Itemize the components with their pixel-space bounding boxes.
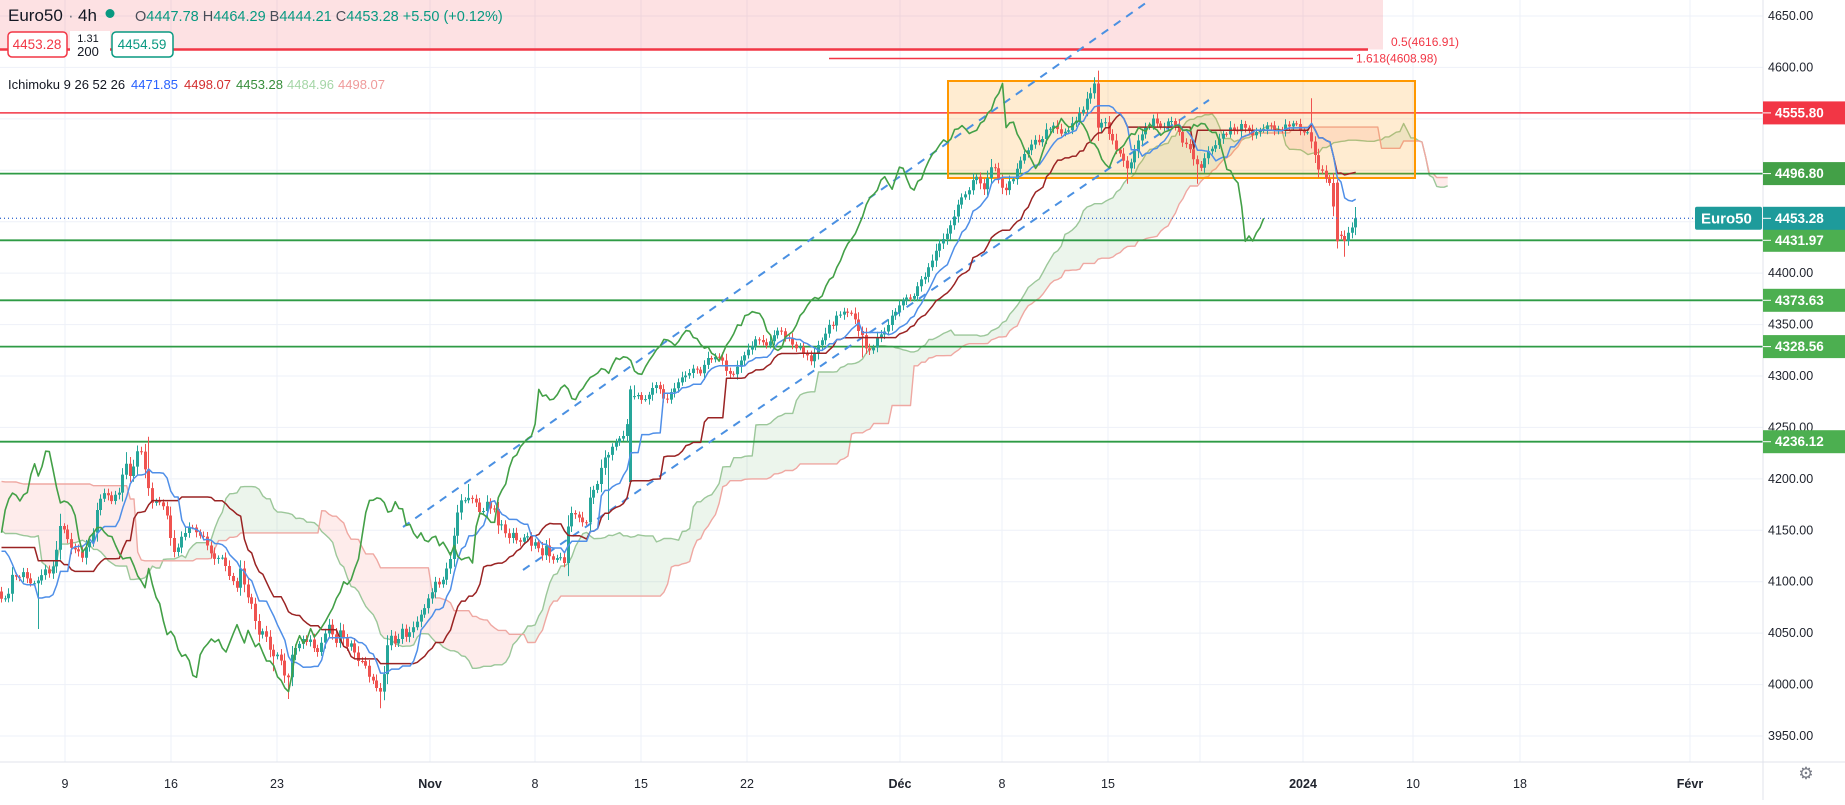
svg-text:4236.12: 4236.12 <box>1775 434 1824 449</box>
svg-text:4453.28: 4453.28 <box>13 37 62 52</box>
svg-text:4h: 4h <box>78 6 97 25</box>
svg-text:4498.07: 4498.07 <box>338 77 385 92</box>
svg-text:0.5(4616.91): 0.5(4616.91) <box>1391 35 1459 49</box>
svg-text:22: 22 <box>740 777 754 791</box>
svg-text:2024: 2024 <box>1289 777 1317 791</box>
svg-text:200: 200 <box>77 44 99 59</box>
svg-text:23: 23 <box>270 777 284 791</box>
svg-text:4300.00: 4300.00 <box>1768 369 1813 383</box>
svg-text:4650.00: 4650.00 <box>1768 9 1813 23</box>
svg-text:10: 10 <box>1406 777 1420 791</box>
svg-text:8: 8 <box>532 777 539 791</box>
svg-text:4328.56: 4328.56 <box>1775 339 1824 354</box>
svg-text:1.618(4608.98): 1.618(4608.98) <box>1356 52 1437 66</box>
svg-text:4471.85: 4471.85 <box>131 77 178 92</box>
svg-text:Ichimoku 9 26 52 26: Ichimoku 9 26 52 26 <box>8 77 125 92</box>
svg-text:Déc: Déc <box>889 777 912 791</box>
svg-text:4454.59: 4454.59 <box>118 37 167 52</box>
svg-text:16: 16 <box>164 777 178 791</box>
svg-text:O4447.78 H4464.29 B4444.21 C44: O4447.78 H4464.29 B4444.21 C4453.28 +5.5… <box>135 9 503 25</box>
svg-text:4050.00: 4050.00 <box>1768 626 1813 640</box>
svg-text:4453.28: 4453.28 <box>236 77 283 92</box>
svg-text:·: · <box>68 6 74 25</box>
svg-text:4555.80: 4555.80 <box>1775 105 1824 120</box>
svg-text:Févr: Févr <box>1677 777 1704 791</box>
svg-text:15: 15 <box>634 777 648 791</box>
svg-text:Euro50: Euro50 <box>1701 210 1752 227</box>
svg-text:4600.00: 4600.00 <box>1768 60 1813 74</box>
svg-text:18: 18 <box>1513 777 1527 791</box>
svg-text:4453.28: 4453.28 <box>1775 211 1824 226</box>
svg-text:15: 15 <box>1101 777 1115 791</box>
svg-text:4000.00: 4000.00 <box>1768 678 1813 692</box>
svg-text:Nov: Nov <box>418 777 442 791</box>
svg-text:4200.00: 4200.00 <box>1768 472 1813 486</box>
svg-text:4150.00: 4150.00 <box>1768 523 1813 537</box>
svg-text:8: 8 <box>999 777 1006 791</box>
svg-text:4400.00: 4400.00 <box>1768 266 1813 280</box>
svg-text:3950.00: 3950.00 <box>1768 729 1813 743</box>
svg-text:4431.97: 4431.97 <box>1775 233 1824 248</box>
svg-text:4373.63: 4373.63 <box>1775 293 1824 308</box>
svg-text:⚙: ⚙ <box>1798 764 1813 783</box>
svg-text:4350.00: 4350.00 <box>1768 318 1813 332</box>
svg-text:4496.80: 4496.80 <box>1775 166 1824 181</box>
svg-text:4100.00: 4100.00 <box>1768 575 1813 589</box>
svg-text:1.31: 1.31 <box>77 33 98 45</box>
svg-text:Euro50: Euro50 <box>8 6 63 25</box>
svg-text:4498.07: 4498.07 <box>184 77 231 92</box>
svg-text:4484.96: 4484.96 <box>287 77 334 92</box>
svg-text:9: 9 <box>62 777 69 791</box>
